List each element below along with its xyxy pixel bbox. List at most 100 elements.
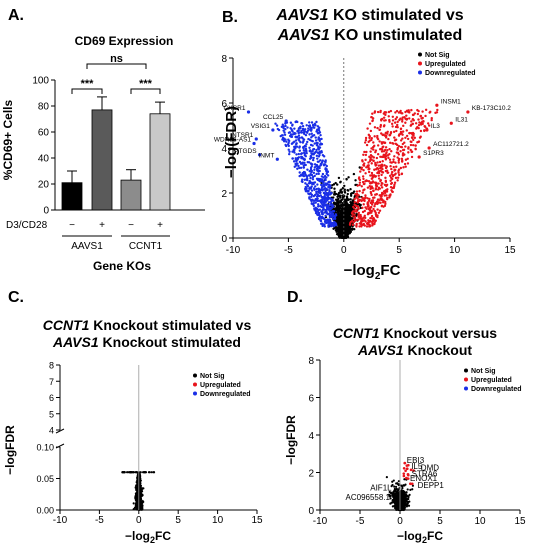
panel-b-point-down	[322, 206, 325, 209]
panel-b-point-notsig	[337, 197, 340, 201]
panel-b-point-down	[288, 152, 291, 156]
panel-b-point-down	[304, 145, 307, 148]
panel-d-xtick-label: 15	[514, 516, 526, 527]
panel-b-point-up	[364, 158, 367, 162]
panel-b-point-up	[349, 221, 352, 225]
panel-d-gene-point	[392, 495, 395, 499]
panel-b-point-down	[314, 197, 317, 201]
panel-b-point-notsig	[339, 223, 342, 227]
panel-b-point-down	[317, 151, 320, 155]
panel-d-gene-point	[412, 469, 415, 473]
panel-b-point-down	[316, 194, 320, 197]
panel-b-point-up	[361, 175, 365, 178]
panel-d-point-notsig	[395, 487, 398, 490]
panel-b-point-notsig	[346, 208, 349, 212]
panel-b-point-up	[366, 186, 370, 189]
panel-b-point-down	[317, 160, 320, 163]
panel-b-point-up	[406, 137, 410, 141]
panel-b-point-up	[379, 123, 383, 127]
panel-c-point-notsig	[139, 479, 142, 482]
panel-d-point-notsig	[393, 493, 396, 496]
panel-a-stim-mark: +	[99, 220, 105, 231]
panel-b-point-up	[395, 109, 399, 113]
panel-c-legend-marker	[193, 382, 197, 387]
panel-a-group-label: AAVS1	[71, 241, 103, 252]
panel-d-point-notsig	[401, 487, 404, 490]
panel-b-point-down	[328, 183, 331, 187]
panel-b-point-down	[318, 208, 322, 211]
panel-c-legend-label: Not Sig	[200, 373, 225, 380]
panel-b-ylabel: −log(FDR)	[223, 106, 240, 178]
panel-b-point-up	[381, 167, 384, 171]
panel-b-xtick-label: 15	[504, 245, 516, 256]
panel-b-point-up	[421, 122, 424, 126]
panel-b-point-down	[281, 123, 284, 126]
panel-b-point-up	[357, 218, 360, 221]
panel-b-point-up	[430, 116, 433, 120]
panel-b-point-up	[410, 108, 413, 112]
panel-b-point-up	[373, 168, 376, 171]
panel-b-point-up	[416, 112, 420, 116]
panel-b-point-down	[320, 183, 323, 187]
panel-b-point-down	[315, 192, 318, 195]
panel-b-ytick-label: 0	[221, 234, 227, 245]
panel-b-point-up	[366, 222, 369, 226]
panel-b-point-down	[328, 222, 331, 225]
panel-b-point-down	[312, 171, 316, 175]
panel-b-point-notsig	[347, 220, 351, 223]
panel-b-point-up	[370, 162, 373, 165]
panel-b-point-up	[405, 134, 409, 138]
panel-b-point-up	[397, 169, 400, 173]
panel-d-gene-point	[403, 461, 407, 465]
panel-b-point-down	[331, 212, 335, 215]
panel-b-point-notsig	[345, 196, 349, 200]
panel-b-point-notsig	[333, 190, 336, 193]
panel-b-point-notsig	[331, 183, 334, 187]
panel-b-point-down	[310, 195, 313, 198]
panel-b-point-up	[377, 177, 381, 180]
panel-b-point-notsig	[358, 166, 361, 169]
panel-b-point-up	[384, 119, 387, 122]
panel-b-point-notsig	[354, 179, 357, 182]
panel-b-point-down	[317, 213, 320, 216]
panel-b-point-up	[365, 166, 368, 169]
panel-b-point-notsig	[339, 181, 342, 184]
panel-d-point-notsig	[397, 496, 400, 500]
panel-b-point-up	[380, 173, 383, 177]
panel-b-point-notsig	[346, 188, 349, 192]
panel-b-point-up	[394, 142, 398, 146]
panel-b-point-down	[313, 126, 316, 129]
panel-b-point-down	[312, 181, 315, 185]
panel-b-point-down	[310, 173, 314, 177]
panel-b-point-up	[355, 210, 358, 213]
panel-d-point-notsig	[393, 487, 396, 491]
panel-b-point-up	[372, 156, 376, 159]
panel-b-point-up	[364, 172, 367, 175]
panel-b-point-down	[284, 128, 287, 131]
panel-a-title: CD69 Expression	[75, 34, 174, 48]
panel-c-xlabel: −log2FC	[125, 529, 171, 545]
panel-b-point-up	[352, 205, 355, 209]
panel-b-point-up	[373, 205, 376, 208]
panel-b-point-down	[312, 124, 315, 127]
panel-b-point-down	[329, 207, 332, 211]
panel-b-point-up	[380, 132, 383, 135]
panel-b-point-up	[402, 124, 405, 128]
panel-b-point-down	[295, 153, 298, 156]
panel-b-point-down	[302, 157, 305, 160]
panel-b-gene-label: CCL25	[263, 114, 284, 121]
panel-b-point-up	[385, 134, 388, 138]
panel-b-point-up	[383, 204, 387, 208]
panel-b-point-down	[284, 124, 287, 128]
panel-b-point-down	[313, 166, 317, 169]
panel-c-legend-marker	[193, 391, 197, 396]
panel-d-point-notsig	[403, 490, 406, 493]
panel-b-point-down	[274, 122, 277, 125]
panel-a: A. CD69 Expression %CD69+ Cells 0 20 40 60 8…	[1, 7, 205, 273]
panel-b-point-down	[291, 150, 294, 153]
panel-b-point-down	[324, 178, 327, 182]
panel-b-point-down	[294, 158, 298, 161]
panel-b-point-down	[314, 139, 318, 142]
panel-b-point-up	[369, 216, 372, 220]
panel-b-point-up	[380, 184, 383, 187]
